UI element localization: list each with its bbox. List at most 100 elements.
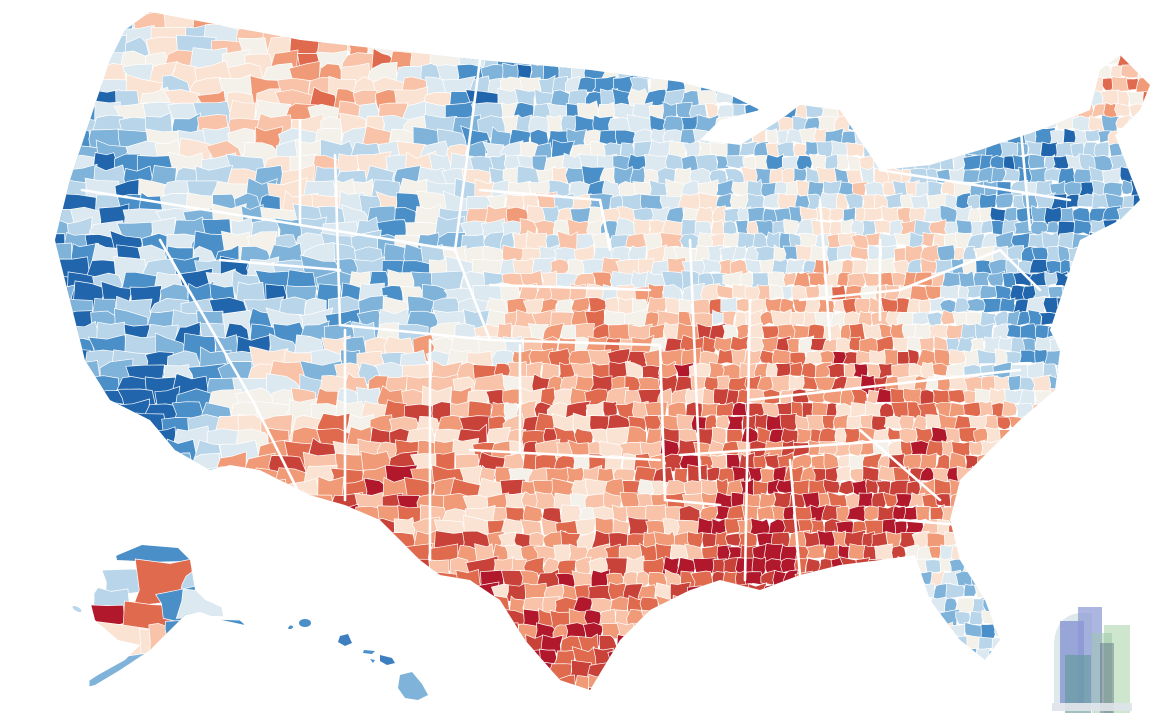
county-cell [262, 544, 289, 574]
county-cell [643, 700, 661, 723]
county-cell [998, 608, 1014, 628]
county-cell [645, 675, 671, 690]
county-cell [1116, 49, 1135, 68]
county-cell [717, 62, 736, 80]
county-cell [836, 647, 856, 665]
county-cell [877, 673, 893, 690]
county-cell [1026, 64, 1049, 80]
county-cell [1015, 649, 1031, 667]
county-cell [640, 609, 664, 631]
county-cell [260, 595, 290, 629]
county-cell [984, 50, 1005, 67]
county-cell [288, 633, 324, 670]
county-cell [311, 529, 349, 565]
county-cell [729, 335, 750, 352]
county-cell [668, 62, 690, 84]
county-cell [1073, 414, 1091, 431]
county-cell [183, 649, 213, 679]
county-cell [1058, 53, 1080, 70]
county-cell [1125, 271, 1141, 292]
county-cell [885, 12, 903, 27]
county-cell [72, 493, 105, 527]
county-cell [228, 478, 272, 515]
county-cell [1120, 440, 1136, 458]
county-cell [513, 35, 540, 58]
county-cell [706, 62, 723, 81]
county-cell [229, 491, 272, 531]
county-cell [799, 686, 817, 690]
county-cell [685, 61, 709, 82]
county-cell [1079, 478, 1099, 497]
county-cell [651, 12, 671, 23]
county-cell [928, 324, 950, 339]
county-cell [1113, 219, 1133, 237]
county-cell [228, 632, 262, 673]
county-cell [792, 49, 813, 66]
county-cell [80, 12, 114, 44]
county-cell [980, 505, 997, 523]
county-cell [893, 129, 909, 147]
county-cell [962, 491, 980, 510]
county-cell [823, 478, 841, 494]
county-cell [55, 672, 77, 690]
county-cell [1066, 12, 1087, 27]
county-cell [922, 673, 938, 690]
county-cell [873, 38, 888, 57]
county-cell [820, 38, 839, 55]
county-cell [228, 469, 258, 502]
county-cell [216, 567, 247, 606]
county-cell [792, 167, 807, 184]
county-cell [1141, 322, 1150, 338]
county-cell [1122, 414, 1138, 434]
county-cell [1005, 517, 1028, 538]
county-cell [1018, 583, 1036, 599]
county-cell [1068, 494, 1084, 510]
county-cell [750, 596, 767, 616]
county-cell [756, 686, 775, 690]
county-cell [1002, 452, 1020, 471]
county-cell [88, 702, 127, 723]
county-cell [891, 545, 907, 562]
county-cell [1130, 335, 1146, 353]
county-cell [784, 24, 806, 43]
county-cell [982, 76, 1000, 93]
county-cell [568, 24, 594, 50]
county-cell [968, 103, 991, 123]
county-cell [917, 12, 934, 16]
county-cell [1153, 64, 1172, 82]
county-cell [941, 89, 957, 107]
county-cell [719, 12, 738, 19]
county-cell [1024, 103, 1044, 122]
county-cell [944, 531, 960, 548]
county-cell [1061, 376, 1077, 390]
county-cell [317, 475, 344, 513]
county-cell [1064, 75, 1077, 95]
county-cell [854, 64, 873, 79]
county-cell [786, 660, 806, 681]
county-cell [905, 140, 919, 162]
county-cell [768, 50, 787, 68]
county-cell [1017, 544, 1035, 563]
county-cell [1156, 52, 1173, 66]
county-cell [1106, 556, 1125, 574]
county-cell [992, 453, 1008, 473]
county-cell [207, 648, 238, 687]
county-cell [350, 583, 377, 613]
county-cell [1020, 506, 1038, 526]
county-cell [55, 595, 76, 626]
county-cell [1132, 453, 1149, 471]
county-cell [1043, 479, 1058, 496]
county-cell [945, 582, 965, 600]
county-cell [427, 671, 459, 690]
county-cell [855, 557, 871, 576]
county-cell [710, 622, 728, 640]
county-cell [814, 63, 829, 80]
county-cell [1056, 297, 1072, 316]
county-cell [600, 36, 617, 61]
county-cell [1055, 309, 1074, 328]
county-cell [1142, 492, 1150, 508]
county-cell [633, 12, 656, 22]
county-cell [535, 35, 558, 61]
county-cell [59, 645, 99, 676]
county-cell [62, 553, 95, 590]
